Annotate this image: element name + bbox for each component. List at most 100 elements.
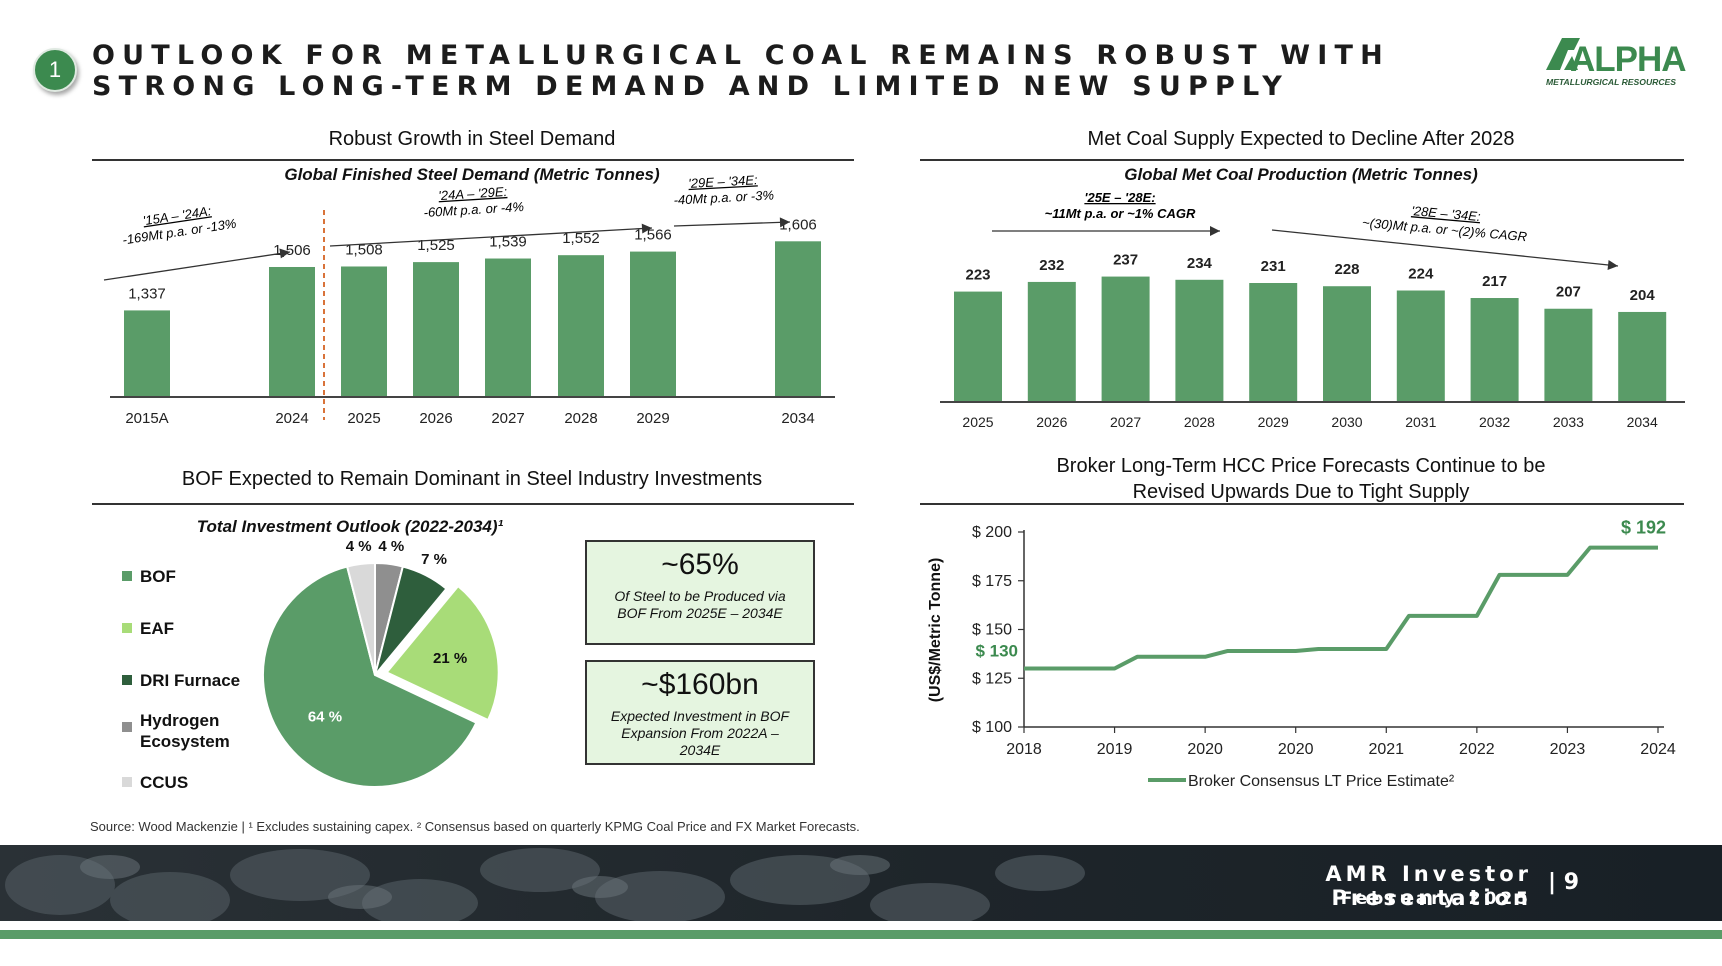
steel-x-tick: 2026 [419,410,452,427]
coal-x-tick: 2029 [1258,414,1289,430]
coal-x-tick: 2033 [1553,414,1584,430]
coal-bar [1323,286,1371,402]
legend-swatch [122,722,132,732]
footer-date: February 2025 [1340,889,1532,909]
steel-trend-arrow-line [673,221,791,227]
page-title: OUTLOOK FOR METALLURGICAL COAL REMAINS R… [92,40,1390,102]
steel-bar [630,251,676,397]
legend-swatch [122,571,132,581]
coal-trend-arrow-line [1271,229,1619,267]
annotation-period: '29E – '34E: [688,172,758,191]
price-y-tick: $ 125 [972,670,1012,687]
coal-x-tick: 2030 [1331,414,1362,430]
coal-x-tick: 2031 [1405,414,1436,430]
pie-slice-label: 64 % [308,708,342,725]
steel-x-tick: 2028 [564,410,597,427]
bof-panel-title: BOF Expected to Remain Dominant in Steel… [181,468,763,490]
coal-bar-value: 204 [1630,287,1656,304]
price-x-tick: 2024 [1640,741,1676,758]
steel-trend-arrowhead [641,223,652,234]
steel-bar [341,266,387,397]
source-note: Source: Wood Mackenzie | ¹ Excludes sust… [90,819,860,834]
steel-trend-annotation: '15A – '24A:-169Mt p.a. or -13% [121,203,237,247]
coal-bar-value: 224 [1408,266,1434,283]
steel-bar-value: 1,508 [345,241,383,258]
bof-investment-callout: ~$160bn Expected Investment in BOF Expan… [585,660,815,765]
legend-label: EAF [140,619,174,638]
coal-bar-value: 232 [1039,257,1064,274]
bof-panel-rule [92,503,854,505]
legend-item-hydrogen: Hydrogen Ecosystem [122,710,232,752]
legend-swatch [122,623,132,633]
legend-item-eaf: EAF [122,618,174,639]
coal-x-tick: 2027 [1110,414,1141,430]
callout-description: Of Steel to be Produced via BOF From 202… [614,588,786,621]
annotation-period: '24A – '29E: [438,184,508,203]
steel-x-tick: 2025 [347,410,380,427]
steel-bar-value: 1,606 [779,216,817,233]
price-y-tick: $ 175 [972,573,1012,590]
annotation-change: ~11Mt p.a. or ~1% CAGR [1045,206,1196,221]
coal-texture-banner [0,845,1722,921]
coal-bar-value: 231 [1261,258,1286,275]
annotation-period: '28E – '34E: [1411,203,1482,224]
hcc-price-chart: $ 200 $ 175 $ 150 $ 125 $ 100 2018 2019 2020 202… [927,518,1676,790]
price-x-tick: 2023 [1550,741,1586,758]
coal-bar-value: 223 [965,267,990,284]
steel-bar-value: 1,506 [273,242,311,259]
price-title-line2: Revised Upwards Due to Tight Supply [1132,481,1470,503]
legend-label: Hydrogen Ecosystem [140,711,230,751]
pie-chart-title: Total Investment Outlook (2022-2034)¹ [196,517,504,536]
logo-mountain-icon [1546,38,1580,70]
legend-item-ccus: CCUS [122,772,188,793]
met-coal-production-chart: 223 2025 232 2026 237 2027 234 2028 231 2029 228 20… [940,190,1685,430]
alpha-logo: ALPHA METALLURGICAL RESOURCES [1546,38,1687,87]
legend-swatch [122,675,132,685]
price-title-line1: Broker Long-Term HCC Price Forecasts Con… [1056,455,1546,477]
coal-bar [1618,311,1667,402]
footer-presentation-title: AMR Investor Presentation [1325,862,1532,910]
coal-trend-arrowhead [1607,259,1618,270]
steel-x-tick: 2024 [275,410,308,427]
steel-panel-title: Robust Growth in Steel Demand [328,128,616,150]
price-end-label: $ 192 [1621,518,1666,538]
price-panel-title: Broker Long-Term HCC Price Forecasts Con… [920,453,1682,505]
annotation-change: -40Mt p.a. or -3% [673,187,774,207]
coal-bar [1175,279,1224,402]
coal-trend-annotation: '25E – '28E:~11Mt p.a. or ~1% CAGR [1045,190,1196,221]
steel-panel-rule [92,159,854,161]
price-legend-label: Broker Consensus LT Price Estimate² [1188,773,1455,790]
coal-bar-value: 217 [1482,273,1507,290]
steel-bar [413,262,459,397]
price-x-tick: 2022 [1459,741,1495,758]
steel-demand-chart: 1,337 2015A 1,506 2024 1,508 2025 1,525 2026 1,5… [103,172,835,427]
coal-bar [1396,290,1445,402]
legend-label: CCUS [140,773,189,792]
price-x-tick: 2020 [1278,741,1314,758]
coal-bar-value: 207 [1556,284,1581,301]
price-start-label: $ 130 [975,642,1018,661]
price-y-tick: $ 100 [972,719,1012,736]
pie-slice-label: 4 % [346,538,372,555]
coal-bar-value: 234 [1187,255,1213,272]
steel-bar [485,258,531,397]
steel-bar [269,266,315,397]
price-panel-rule [920,503,1684,505]
logo-tagline: METALLURGICAL RESOURCES [1546,77,1676,87]
slide-number-badge: 1 [33,48,77,92]
steel-bar-value: 1,539 [489,234,527,251]
steel-bar [775,241,821,397]
steel-x-tick: 2015A [125,410,168,427]
steel-bar-value: 1,552 [562,230,600,247]
coal-trend-arrowhead [1210,226,1220,236]
investment-pie-chart: 4 % 7 % 21 % 64 % 4 % [262,538,500,788]
price-x-tick: 2018 [1006,741,1042,758]
legend-item-bof: BOF [122,566,176,587]
steel-trend-arrowhead [279,248,290,259]
callout-description: Expected Investment in BOF Expansion Fro… [610,708,790,758]
coal-bar [1470,298,1519,402]
legend-item-dri: DRI Furnace [122,670,282,691]
logo-wordmark: ALPHA [1570,40,1686,79]
callout-value: ~65% [661,548,739,581]
steel-bar-value: 1,525 [417,237,455,254]
